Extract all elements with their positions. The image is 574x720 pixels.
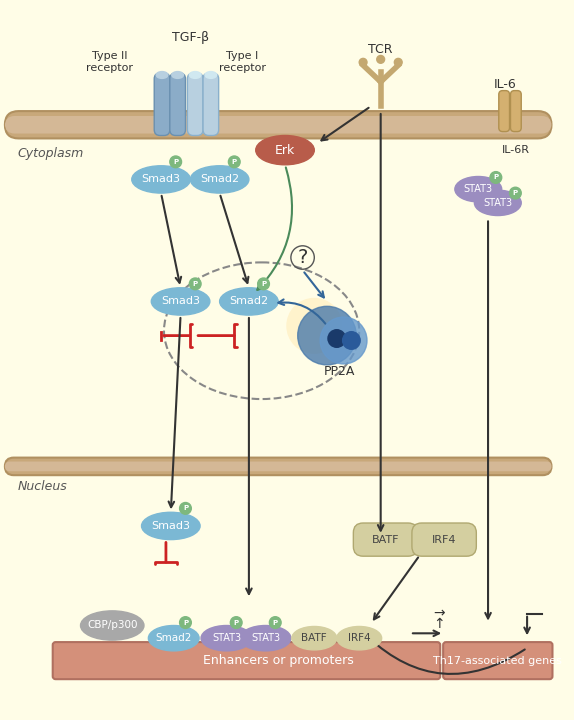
FancyBboxPatch shape	[170, 73, 185, 135]
Ellipse shape	[191, 166, 249, 193]
Text: P: P	[493, 174, 498, 181]
Text: Smad3: Smad3	[142, 174, 181, 184]
Circle shape	[298, 306, 356, 365]
Text: STAT3: STAT3	[483, 198, 513, 208]
Text: Erk: Erk	[275, 143, 295, 157]
Text: BATF: BATF	[372, 535, 400, 544]
Text: PP2A: PP2A	[324, 365, 355, 378]
Circle shape	[377, 55, 385, 63]
Ellipse shape	[220, 288, 278, 315]
Circle shape	[359, 58, 367, 66]
FancyBboxPatch shape	[187, 73, 203, 135]
Text: Smad3: Smad3	[152, 521, 191, 531]
FancyBboxPatch shape	[412, 523, 476, 556]
Ellipse shape	[172, 71, 184, 78]
Circle shape	[180, 503, 191, 514]
Circle shape	[180, 617, 191, 629]
Text: TGF-β: TGF-β	[172, 32, 209, 45]
Circle shape	[258, 278, 269, 289]
Text: P: P	[261, 281, 266, 287]
FancyBboxPatch shape	[499, 91, 510, 132]
Text: →: →	[433, 607, 445, 621]
FancyBboxPatch shape	[510, 91, 521, 132]
Text: P: P	[232, 159, 237, 165]
Ellipse shape	[256, 135, 315, 165]
Text: Th17-associated genes: Th17-associated genes	[433, 656, 563, 665]
FancyBboxPatch shape	[354, 523, 418, 556]
Circle shape	[189, 278, 201, 289]
Ellipse shape	[337, 626, 382, 650]
Ellipse shape	[156, 71, 168, 78]
Ellipse shape	[80, 611, 144, 640]
Circle shape	[343, 332, 360, 349]
Circle shape	[510, 187, 521, 199]
FancyBboxPatch shape	[5, 111, 552, 138]
Text: Smad3: Smad3	[161, 297, 200, 307]
Text: Enhancers or promoters: Enhancers or promoters	[203, 654, 354, 667]
Text: P: P	[273, 620, 278, 626]
Text: P: P	[193, 281, 198, 287]
Ellipse shape	[189, 71, 201, 78]
FancyBboxPatch shape	[203, 73, 219, 135]
Text: IL-6R: IL-6R	[501, 145, 529, 155]
Ellipse shape	[474, 190, 521, 215]
FancyBboxPatch shape	[5, 462, 552, 472]
Circle shape	[269, 617, 281, 629]
Text: Smad2: Smad2	[200, 174, 239, 184]
Circle shape	[394, 58, 402, 66]
Circle shape	[320, 317, 367, 364]
FancyBboxPatch shape	[443, 642, 552, 679]
Ellipse shape	[148, 626, 199, 651]
Circle shape	[328, 330, 346, 347]
Text: P: P	[173, 159, 179, 165]
Circle shape	[490, 171, 502, 184]
FancyBboxPatch shape	[5, 458, 552, 475]
Text: P: P	[183, 505, 188, 511]
Ellipse shape	[142, 512, 200, 539]
Ellipse shape	[205, 71, 217, 78]
Text: STAT3: STAT3	[464, 184, 493, 194]
Text: ?: ?	[297, 248, 308, 267]
FancyBboxPatch shape	[5, 116, 552, 133]
Text: Type II
receptor: Type II receptor	[86, 52, 133, 73]
FancyBboxPatch shape	[154, 73, 170, 135]
Circle shape	[287, 299, 342, 354]
Ellipse shape	[455, 176, 502, 202]
Text: STAT3: STAT3	[212, 633, 241, 643]
Text: IRF4: IRF4	[432, 535, 456, 544]
Ellipse shape	[132, 166, 191, 193]
Text: Smad2: Smad2	[230, 297, 269, 307]
Text: STAT3: STAT3	[251, 633, 280, 643]
Circle shape	[230, 617, 242, 629]
Ellipse shape	[292, 626, 337, 650]
Text: ↑: ↑	[433, 616, 445, 631]
Text: IL-6: IL-6	[494, 78, 517, 91]
Text: IRF4: IRF4	[348, 633, 370, 643]
Circle shape	[170, 156, 181, 168]
Text: Cytoplasm: Cytoplasm	[18, 147, 84, 160]
Text: BATF: BATF	[301, 633, 327, 643]
Circle shape	[228, 156, 240, 168]
Ellipse shape	[240, 626, 291, 651]
Text: P: P	[234, 620, 239, 626]
Text: P: P	[513, 190, 518, 196]
Ellipse shape	[201, 626, 252, 651]
Ellipse shape	[152, 288, 210, 315]
Text: TCR: TCR	[369, 43, 393, 56]
FancyBboxPatch shape	[53, 642, 440, 679]
Text: CBP/p300: CBP/p300	[87, 621, 138, 631]
Text: Type I
receptor: Type I receptor	[219, 52, 266, 73]
Text: Nucleus: Nucleus	[18, 480, 67, 493]
Text: P: P	[183, 620, 188, 626]
Text: Smad2: Smad2	[156, 633, 192, 643]
